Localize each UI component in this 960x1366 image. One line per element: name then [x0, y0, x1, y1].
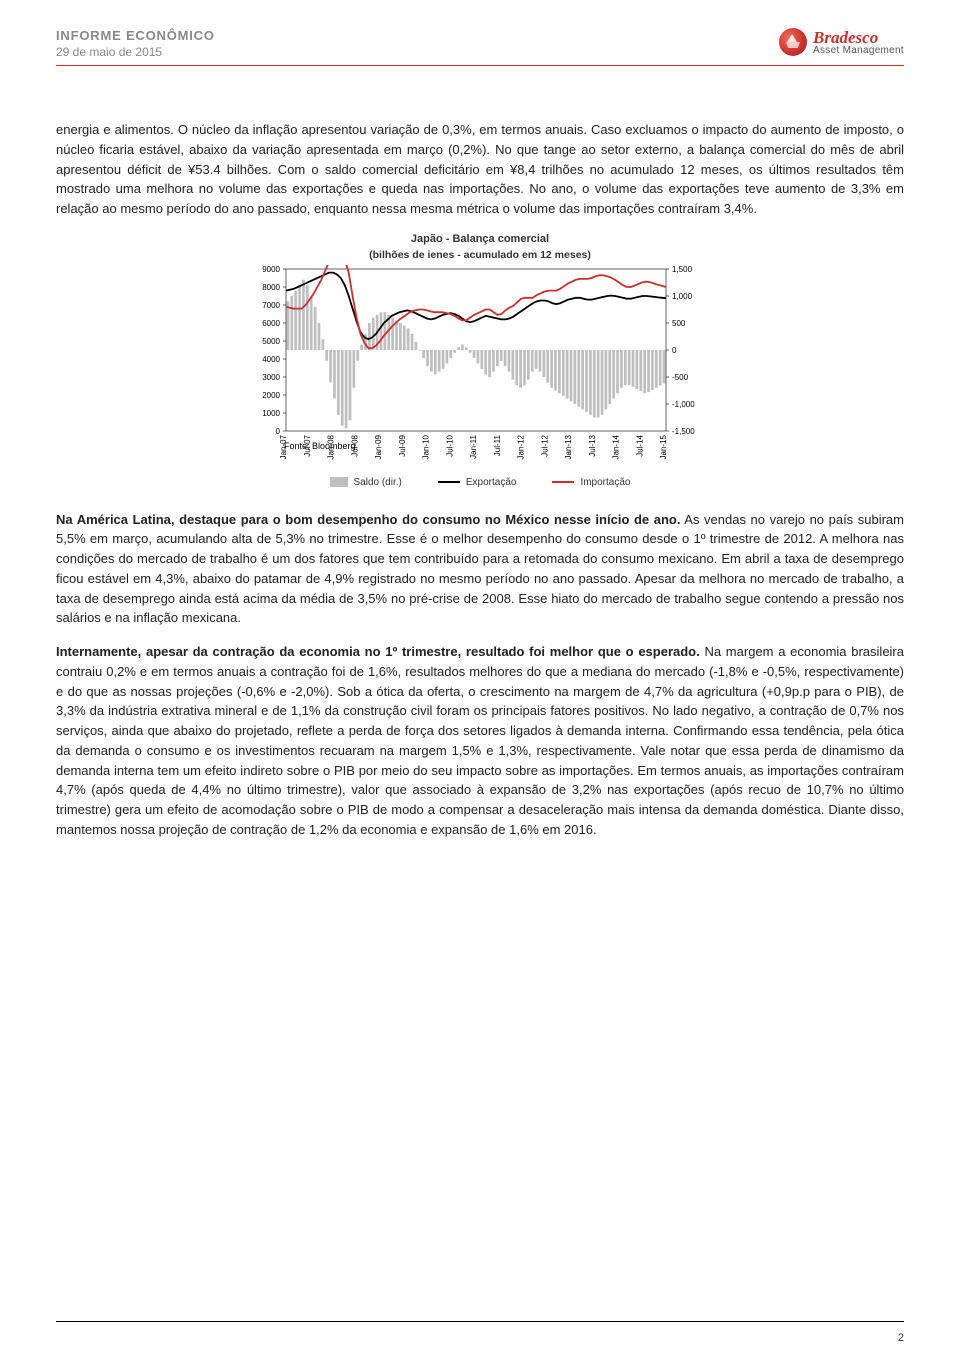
svg-text:Jul-09: Jul-09	[398, 434, 407, 456]
document-date: 29 de maio de 2015	[56, 45, 215, 59]
paragraph-1: energia e alimentos. O núcleo da inflaçã…	[56, 120, 904, 219]
paragraph-3: Internamente, apesar da contração da eco…	[56, 642, 904, 840]
svg-text:0: 0	[276, 427, 281, 436]
svg-text:-1,500: -1,500	[672, 427, 695, 436]
legend-swatch-import-icon	[552, 481, 574, 484]
logo-sub: Asset Management	[813, 46, 904, 56]
chart-area: 90008000700060005000400030002000100001,5…	[240, 265, 720, 475]
svg-text:-500: -500	[672, 373, 689, 382]
chart-japan-trade-balance: Japão - Balança comercial (bilhões de ie…	[240, 233, 720, 488]
legend-import: Importação	[552, 477, 630, 488]
legend-import-label: Importação	[580, 477, 630, 488]
svg-text:4000: 4000	[262, 355, 280, 364]
page-number: 2	[898, 1332, 904, 1344]
chart-subtitle: (bilhões de ienes - acumulado em 12 mese…	[240, 249, 720, 261]
document-title: INFORME ECONÔMICO	[56, 28, 215, 43]
svg-text:3000: 3000	[262, 373, 280, 382]
bradesco-logo-icon	[779, 28, 807, 56]
page: INFORME ECONÔMICO 29 de maio de 2015 Bra…	[0, 0, 960, 1366]
logo-text: Bradesco Asset Management	[813, 29, 904, 56]
svg-text:0: 0	[672, 346, 677, 355]
para3-body: Na margem a economia brasileira contraiu…	[56, 644, 904, 837]
svg-text:8000: 8000	[262, 283, 280, 292]
svg-text:500: 500	[672, 319, 686, 328]
chart-legend: Saldo (dir.) Exportação Importação	[240, 477, 720, 488]
footer-rule	[56, 1321, 904, 1322]
svg-text:6000: 6000	[262, 319, 280, 328]
svg-text:Jan-11: Jan-11	[469, 434, 478, 458]
svg-text:Jan-13: Jan-13	[564, 434, 573, 459]
para2-body: As vendas no varejo no país subiram 5,5%…	[56, 512, 904, 626]
svg-text:9000: 9000	[262, 265, 280, 274]
chart-title: Japão - Balança comercial	[240, 233, 720, 247]
legend-balance: Saldo (dir.)	[330, 477, 402, 488]
logo-brand: Bradesco	[813, 29, 904, 46]
svg-text:7000: 7000	[262, 301, 280, 310]
svg-text:5000: 5000	[262, 337, 280, 346]
svg-text:Jul-12: Jul-12	[540, 434, 549, 456]
para2-lead: Na América Latina, destaque para o bom d…	[56, 512, 680, 527]
svg-text:Jan-09: Jan-09	[374, 434, 383, 459]
para3-lead: Internamente, apesar da contração da eco…	[56, 644, 700, 659]
svg-text:1,000: 1,000	[672, 292, 693, 301]
svg-text:Jul-10: Jul-10	[445, 434, 454, 456]
legend-swatch-export-icon	[438, 481, 460, 484]
header-left: INFORME ECONÔMICO 29 de maio de 2015	[56, 28, 215, 59]
paragraph-2: Na América Latina, destaque para o bom d…	[56, 510, 904, 629]
svg-text:-1,000: -1,000	[672, 400, 695, 409]
svg-text:1,500: 1,500	[672, 265, 693, 274]
svg-text:2000: 2000	[262, 391, 280, 400]
svg-text:Jul-14: Jul-14	[635, 434, 644, 456]
svg-text:Jan-10: Jan-10	[422, 434, 431, 459]
legend-export: Exportação	[438, 477, 517, 488]
svg-text:Jan-12: Jan-12	[517, 434, 526, 459]
svg-text:1000: 1000	[262, 409, 280, 418]
legend-swatch-bar-icon	[330, 477, 348, 487]
svg-text:Jan-15: Jan-15	[659, 434, 668, 459]
brand-logo: Bradesco Asset Management	[779, 28, 904, 56]
svg-text:Jul-11: Jul-11	[493, 434, 502, 456]
svg-text:Jan-14: Jan-14	[612, 434, 621, 459]
svg-text:Jul-13: Jul-13	[588, 434, 597, 456]
chart-source: Fonte: Bloomberg	[284, 441, 356, 451]
legend-balance-label: Saldo (dir.)	[354, 477, 402, 488]
legend-export-label: Exportação	[466, 477, 517, 488]
page-header: INFORME ECONÔMICO 29 de maio de 2015 Bra…	[56, 28, 904, 66]
